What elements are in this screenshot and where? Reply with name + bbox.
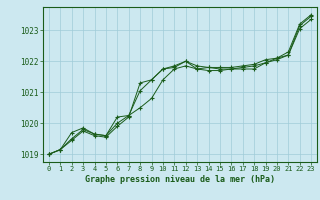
X-axis label: Graphe pression niveau de la mer (hPa): Graphe pression niveau de la mer (hPa)	[85, 175, 275, 184]
